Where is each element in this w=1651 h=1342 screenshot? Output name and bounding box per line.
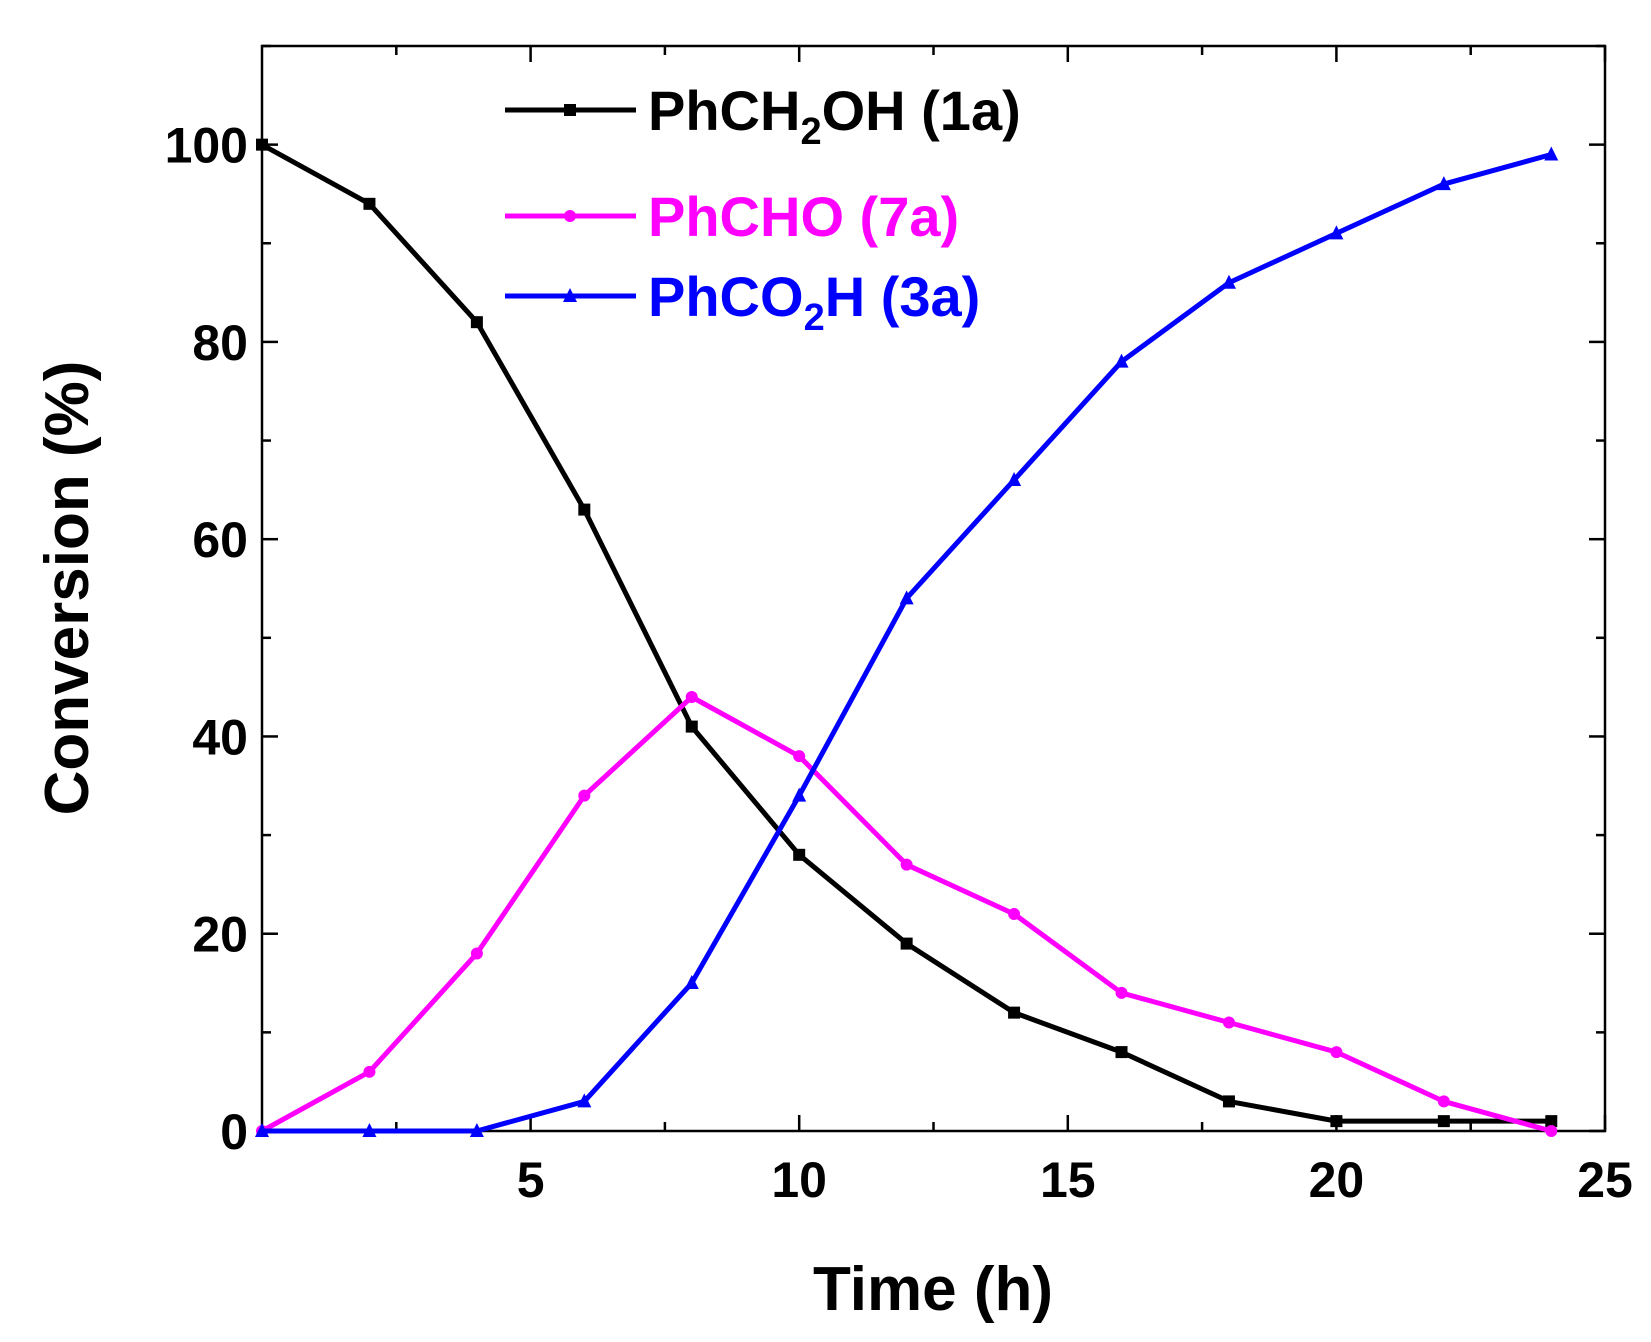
data-point	[255, 1123, 269, 1137]
data-point	[1329, 225, 1344, 240]
data-point	[363, 1065, 376, 1078]
series-2	[256, 691, 1558, 1137]
data-point	[1437, 1115, 1450, 1128]
data-point	[256, 138, 268, 151]
data-point	[1222, 1016, 1235, 1029]
axis-ticks: 5 10 15 20 25 0 20 40 60 80 100	[165, 44, 1633, 1208]
data-point	[1330, 1046, 1343, 1059]
data-point	[1544, 146, 1559, 161]
data-point	[470, 947, 483, 960]
y-tick-label: 40	[192, 709, 248, 765]
legend-item-3: PhCO2H (3a)	[505, 265, 980, 339]
legend-item-1: PhCH2OH (1a)	[505, 79, 1021, 153]
legend-marker	[563, 288, 577, 302]
data-point	[577, 1093, 592, 1108]
data-point	[363, 197, 376, 210]
data-point	[1545, 1115, 1558, 1128]
data-point	[1008, 1006, 1021, 1019]
data-point	[900, 858, 913, 871]
data-point	[1114, 353, 1129, 368]
data-point	[469, 1123, 484, 1137]
legend-label: PhCHO (7a)	[648, 185, 959, 248]
y-tick-label: 20	[192, 907, 248, 963]
data-point	[1007, 472, 1022, 486]
data-point	[685, 691, 698, 703]
data-point	[1437, 1095, 1450, 1108]
legend-item-2: PhCHO (7a)	[505, 185, 959, 248]
data-point	[1545, 1125, 1558, 1137]
data-point	[899, 590, 914, 605]
data-point	[1115, 1046, 1128, 1059]
series-group	[255, 138, 1559, 1137]
data-point	[793, 750, 806, 763]
x-axis-title: Time (h)	[813, 1255, 1053, 1324]
legend-marker	[564, 104, 576, 116]
data-point	[1221, 274, 1236, 289]
y-tick-label: 60	[192, 512, 248, 568]
legend-label: PhCH2OH (1a)	[648, 79, 1021, 153]
data-point	[684, 975, 699, 990]
data-point	[1115, 986, 1128, 999]
data-point	[792, 787, 807, 802]
series-1	[256, 138, 1558, 1128]
data-point	[578, 789, 591, 802]
y-tick-label: 80	[192, 315, 248, 371]
data-point	[1222, 1095, 1235, 1108]
data-point	[578, 503, 591, 516]
y-axis-title: Conversion (%)	[33, 361, 102, 816]
data-point	[685, 720, 698, 733]
data-point	[362, 1123, 377, 1137]
y-tick-label: 100	[165, 118, 248, 174]
legend-marker	[564, 210, 576, 222]
x-tick-label: 5	[517, 1152, 545, 1208]
y-tick-label: 0	[220, 1104, 248, 1160]
data-point	[1436, 176, 1451, 191]
x-tick-label: 15	[1040, 1152, 1096, 1208]
legend: PhCH2OH (1a) PhCHO (7a) PhCO2H (3a)	[505, 79, 1021, 339]
data-point	[1330, 1115, 1343, 1128]
x-tick-label: 25	[1577, 1152, 1633, 1208]
data-point	[793, 848, 806, 861]
data-point	[900, 937, 913, 950]
data-point	[470, 316, 483, 329]
series-line	[260, 694, 1552, 1134]
series-3	[255, 146, 1559, 1137]
legend-label: PhCO2H (3a)	[648, 265, 980, 339]
data-point	[1008, 908, 1021, 920]
x-tick-label: 20	[1309, 1152, 1365, 1208]
x-tick-label: 10	[771, 1152, 827, 1208]
